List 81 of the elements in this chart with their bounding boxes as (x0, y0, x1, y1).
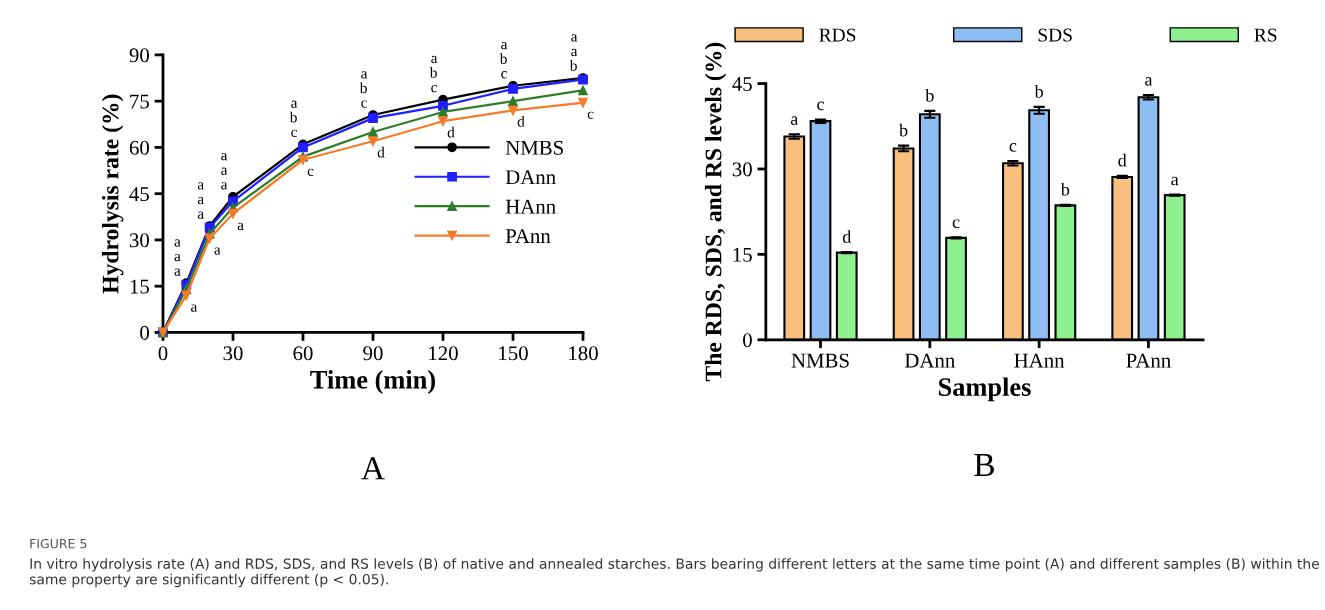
x-tick-label: DAnn (904, 353, 955, 368)
legend-label: NMBS (505, 140, 563, 155)
x-tick-label: 60 (293, 346, 313, 361)
data-label: d (842, 230, 852, 243)
x-axis-title: Samples (938, 377, 1031, 402)
data-label: b (499, 53, 507, 64)
data-label: c (817, 101, 824, 111)
data-label: a (431, 55, 438, 64)
x-tick-label: 30 (223, 346, 243, 361)
y-tick-label: 15 (733, 247, 752, 262)
text: A (361, 457, 385, 480)
data-label: b (569, 60, 577, 71)
legend-label: HAnn (505, 199, 556, 214)
legend-label: RDS (819, 28, 856, 42)
x-tick-label: NMBS (791, 353, 849, 368)
data-label: c (361, 100, 367, 108)
data-label: a (221, 182, 228, 190)
data-label: a (1171, 176, 1179, 186)
data-label: c (1009, 143, 1017, 152)
caption: FIGURE 5 (30, 538, 87, 549)
x-axis-title: Time (min) (310, 370, 435, 395)
data-label: b (899, 123, 908, 137)
data-label: c (587, 111, 594, 120)
x-tick-label: 90 (363, 346, 383, 361)
x-tick-label: 0 (158, 346, 168, 361)
y-tick-label: 45 (129, 187, 149, 202)
data-label: d (517, 115, 525, 127)
data-label: d (447, 126, 455, 138)
y-tick-label: 30 (732, 162, 752, 177)
x-tick-label: 120 (429, 346, 458, 361)
x-tick-label: 150 (499, 346, 528, 361)
legend-label: PAnn (505, 229, 551, 243)
data-label: a (174, 268, 181, 276)
data-label: c (501, 71, 507, 79)
legend-label: DAnn (505, 170, 556, 185)
y-tick-label: 0 (743, 333, 752, 348)
y-tick-label: 30 (129, 233, 149, 248)
data-label: b (429, 67, 437, 78)
data-label: c (291, 129, 297, 138)
x-tick-label: 180 (569, 346, 598, 361)
data-label: a (571, 48, 578, 57)
data-label: a (197, 211, 204, 219)
data-label: c (952, 219, 960, 229)
data-label: a (790, 116, 799, 126)
data-label: a (197, 196, 204, 205)
legend-label: RS (1254, 28, 1277, 42)
data-label: d (377, 146, 385, 158)
text: B (974, 454, 994, 476)
data-label: a (197, 182, 204, 190)
data-label: a (191, 304, 198, 312)
y-axis-title: The RDS, SDS, and RS levels (%) (704, 42, 727, 382)
data-label: a (501, 41, 508, 50)
y-tick-label: 60 (129, 140, 149, 155)
data-label: c (431, 85, 437, 93)
y-tick-label: 75 (130, 94, 149, 109)
y-tick-label: 0 (140, 325, 149, 340)
x-tick-label: HAnn (1014, 353, 1065, 368)
data-label: c (307, 168, 314, 177)
data-label: a (237, 222, 244, 231)
data-label: a (1145, 77, 1153, 86)
data-label: d (1118, 153, 1127, 167)
data-label: a (221, 153, 228, 161)
data-label: a (174, 253, 181, 262)
data-label: a (221, 167, 228, 175)
data-label: b (925, 88, 934, 102)
data-label: a (291, 100, 298, 108)
y-axis-title: Hydrolysis rate (%) (101, 94, 124, 294)
legend-label: SDS (1038, 28, 1072, 42)
data-label: a (214, 247, 221, 255)
data-label: a (571, 34, 578, 42)
data-label: b (359, 82, 367, 94)
x-tick-label: PAnn (1126, 353, 1171, 368)
y-tick-label: 90 (129, 48, 149, 63)
data-label: a (174, 239, 181, 247)
data-label: b (1034, 84, 1043, 98)
data-label: b (289, 111, 297, 123)
data-label: b (1060, 182, 1070, 196)
data-label: a (361, 71, 368, 79)
y-tick-label: 15 (130, 279, 149, 294)
text: In vitro hydrolysis rate (A) and RDS, SDS, and RS levels (B) of native and annealed starches. Bars bearing different letters at the same time point (A) and different samples (B) within the same property are significantly different (p < 0.05). (29, 558, 1319, 588)
y-tick-label: 45 (732, 77, 752, 91)
